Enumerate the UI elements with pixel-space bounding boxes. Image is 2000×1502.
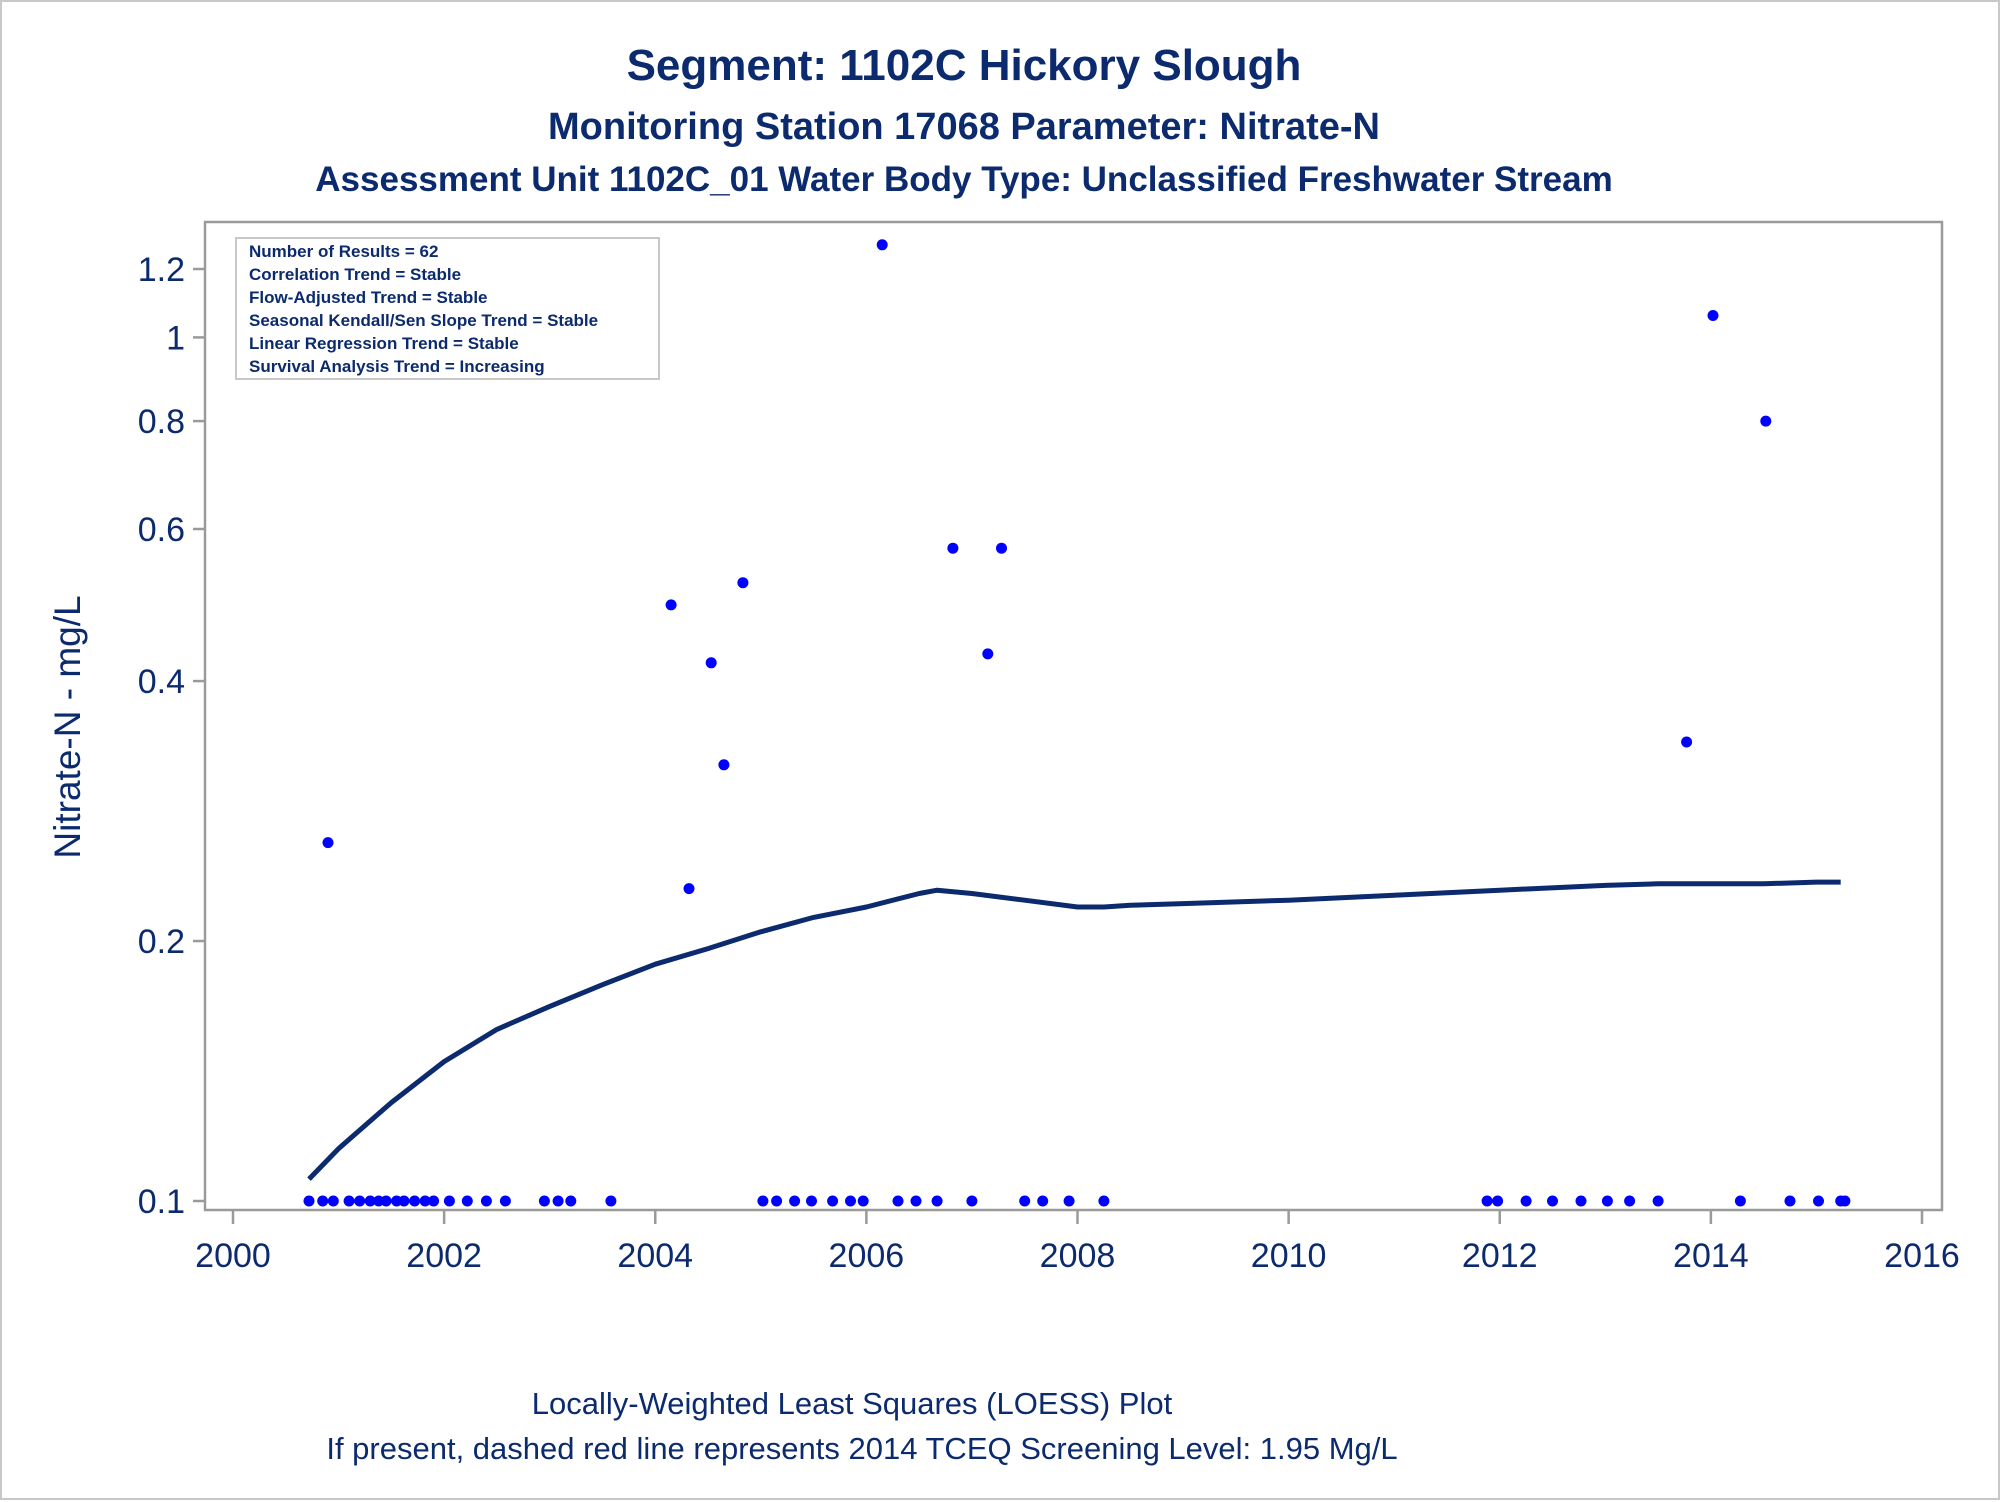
data-point — [1492, 1195, 1504, 1207]
data-point — [718, 759, 730, 771]
y-tick-label: 0.2 — [138, 923, 185, 961]
data-point — [931, 1195, 943, 1207]
x-tick-label: 2012 — [1462, 1237, 1538, 1275]
data-point — [1760, 415, 1772, 427]
data-point — [322, 837, 334, 849]
data-point — [757, 1195, 769, 1207]
stats-line: Correlation Trend = Stable — [249, 265, 461, 284]
loess-line — [307, 879, 1841, 1181]
data-point — [552, 1195, 564, 1207]
data-point — [1813, 1195, 1824, 1207]
data-point — [364, 1195, 376, 1207]
data-point — [354, 1195, 366, 1207]
data-point — [857, 1195, 869, 1207]
stats-line: Linear Regression Trend = Stable — [249, 334, 519, 353]
data-point — [1601, 1195, 1613, 1207]
data-point — [480, 1195, 492, 1207]
data-point — [1098, 1195, 1110, 1207]
y-tick-label: 0.4 — [138, 663, 185, 701]
chart-subtitle-1: Monitoring Station 17068 Parameter: Nitr… — [548, 106, 1380, 148]
data-point — [947, 542, 959, 554]
data-point — [1652, 1195, 1664, 1207]
x-tick-label: 2016 — [1884, 1237, 1960, 1275]
data-point — [1063, 1195, 1075, 1207]
data-point — [428, 1195, 440, 1207]
data-point — [1547, 1195, 1558, 1207]
data-point — [565, 1195, 577, 1207]
y-axis-label: Nitrate-N - mg/L — [47, 595, 88, 858]
data-point — [966, 1195, 978, 1207]
stats-line: Number of Results = 62 — [249, 242, 438, 261]
x-axis: 2000 2002 2004 2006 2008 2010 2012 2014 2016 — [195, 1210, 1960, 1275]
plot-area — [203, 220, 1944, 1212]
data-point — [827, 1195, 839, 1207]
y-tick-label: 0.6 — [138, 511, 185, 549]
data-point — [1520, 1195, 1532, 1207]
data-point — [771, 1195, 783, 1207]
data-point — [605, 1195, 617, 1207]
points-layer — [303, 239, 1851, 1207]
y-tick-label: 0.8 — [138, 403, 185, 441]
data-point — [409, 1195, 421, 1207]
stats-line: Flow-Adjusted Trend = Stable — [249, 288, 488, 307]
stats-box: Number of Results = 62 Correlation Trend… — [235, 237, 660, 380]
data-point — [1481, 1195, 1493, 1207]
data-point — [705, 657, 717, 669]
data-point — [910, 1195, 922, 1207]
data-point — [1839, 1195, 1851, 1207]
data-point — [419, 1195, 431, 1207]
data-point — [683, 883, 695, 895]
x-tick-label: 2004 — [617, 1237, 693, 1275]
chart-subtitle-2: Assessment Unit 1102C_01 Water Body Type… — [315, 160, 1612, 199]
data-point — [343, 1195, 355, 1207]
data-point — [789, 1195, 801, 1207]
data-point — [876, 239, 888, 251]
data-point — [499, 1195, 511, 1207]
data-point — [317, 1195, 329, 1207]
chart-title: Segment: 1102C Hickory Slough — [627, 41, 1302, 90]
data-point — [1707, 310, 1719, 321]
x-tick-label: 2006 — [829, 1237, 905, 1275]
data-point — [1624, 1195, 1636, 1207]
y-axis: 0.1 0.2 0.4 0.6 0.8 1 1.2 — [138, 251, 205, 1221]
x-tick-label: 2014 — [1673, 1237, 1749, 1275]
data-point — [737, 577, 749, 589]
data-point — [461, 1195, 473, 1207]
x-tick-label: 2008 — [1040, 1237, 1116, 1275]
y-tick-label: 1 — [166, 319, 185, 357]
stats-box-border — [235, 237, 660, 380]
stats-line: Seasonal Kendall/Sen Slope Trend = Stabl… — [249, 311, 598, 330]
data-point — [1734, 1195, 1746, 1207]
data-point — [665, 599, 677, 611]
data-point — [380, 1195, 392, 1207]
data-point — [1575, 1195, 1587, 1207]
loess-layer — [307, 879, 1841, 1181]
data-point — [538, 1195, 550, 1207]
data-point — [845, 1195, 856, 1207]
data-point — [1681, 736, 1693, 748]
footnote-2: If present, dashed red line represents 2… — [326, 1431, 1397, 1466]
data-point — [806, 1195, 817, 1207]
data-point — [303, 1195, 315, 1207]
data-point — [892, 1195, 904, 1207]
data-point — [1784, 1195, 1796, 1207]
data-point — [1037, 1195, 1049, 1207]
data-point — [996, 542, 1007, 554]
data-point — [443, 1195, 455, 1207]
y-tick-label: 0.1 — [138, 1183, 185, 1221]
footnote-1: Locally-Weighted Least Squares (LOESS) P… — [532, 1386, 1173, 1421]
data-point — [398, 1195, 410, 1207]
x-tick-label: 2000 — [195, 1237, 271, 1275]
data-point — [327, 1195, 339, 1207]
y-tick-label: 1.2 — [138, 251, 185, 289]
data-point — [1019, 1195, 1031, 1207]
stats-line: Survival Analysis Trend = Increasing — [249, 357, 545, 376]
x-tick-label: 2010 — [1251, 1237, 1327, 1275]
data-point — [982, 648, 994, 660]
x-tick-label: 2002 — [406, 1237, 482, 1275]
